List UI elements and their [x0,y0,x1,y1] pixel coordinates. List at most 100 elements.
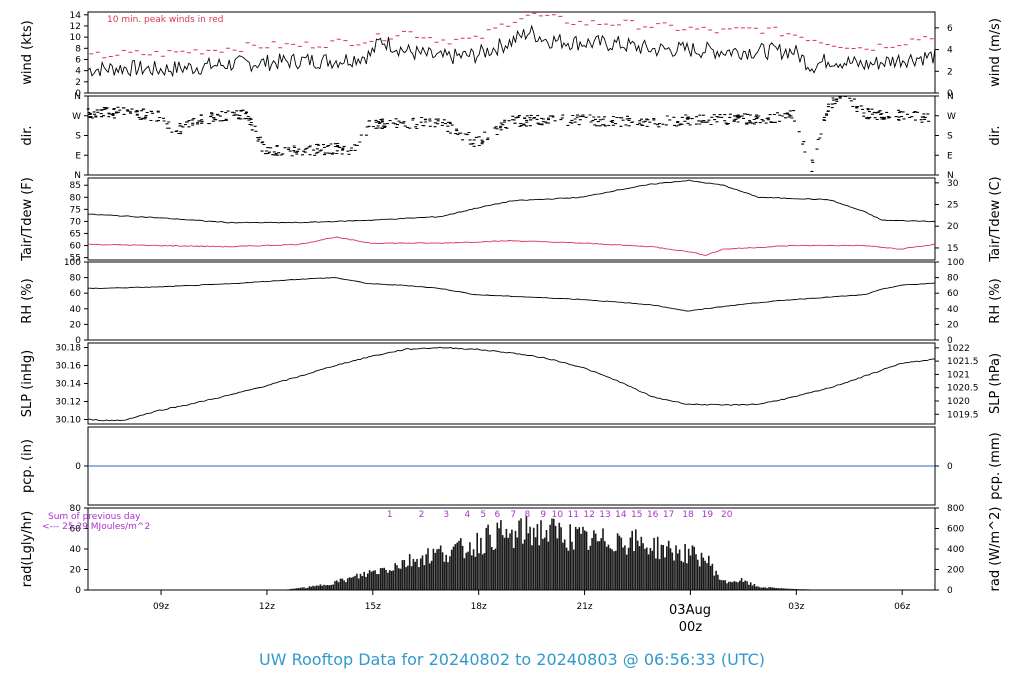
ytick-left-label: 60 [70,525,82,535]
panel-frame [87,95,936,176]
panel-frame [87,342,936,425]
xtick-label: 15z [365,602,381,612]
ytick-right-label: 20 [947,320,959,330]
series-slp [87,346,936,422]
ytick-right-label: 1021 [947,370,970,380]
ytick-left-label: 65 [70,229,81,239]
rad-annotation-2: <--- 25.29 MJoules/m^2 [42,522,150,532]
ytick-right-label: 0 [947,586,953,596]
ytick-right-label: 1020.5 [947,384,979,394]
series-radiation [283,515,829,590]
xtick-label: 12z [259,602,275,612]
ytick-right-label: 600 [947,525,964,535]
hour-label: 9 [540,510,546,520]
ylabel-left: RH (%) [20,278,35,323]
hour-label: 20 [721,510,733,520]
ytick-right-label: 40 [947,305,959,315]
hour-label: 2 [419,510,425,520]
ytick-left-label: 30.10 [55,416,81,426]
hour-label: 13 [599,510,610,520]
ytick-left-label: 80 [70,193,82,203]
hour-label: 4 [465,510,471,520]
ylabel-right: SLP (hPa) [988,353,1003,414]
panel-frame [87,261,936,341]
hour-label: 1 [387,510,393,520]
panel-rad: rad(Lgly/hr) rad (W/m^2)02040608002004006… [20,504,1003,596]
ytick-left-label: 0 [75,89,81,99]
ytick-right-label: 1021.5 [947,357,979,367]
hour-label: 8 [525,510,531,520]
ytick-left-label: 4 [75,67,81,77]
ytick-left-label: W [72,112,81,122]
ytick-left-label: N [74,92,81,102]
series-rh [88,277,936,312]
hour-label: 15 [631,510,642,520]
panel-rh: RH (%) RH (%) 0 20 40 60 80 100 0 20 40 60 80 100 [20,258,1003,346]
ytick-left-label: 20 [70,320,82,330]
ytick-left-label: 20 [70,566,82,576]
ytick-right-label: W [947,112,956,122]
ylabel-left: dir. [20,125,35,145]
ytick-left-label: 30.12 [55,398,81,408]
ylabel-right: pcp. (mm) [988,432,1003,499]
ytick-left-label: E [75,151,81,161]
ytick-left-label: 10 [70,33,82,43]
ytick-left-label: N [74,171,81,181]
series-tdew [88,236,936,256]
ytick-right-label: 400 [947,545,964,555]
ytick-right-label: N [947,92,954,102]
series-direction [86,95,931,172]
hour-label: 19 [702,510,714,520]
ytick-left-label: S [75,132,81,142]
series-tair [88,179,936,224]
ytick-left-label: 70 [70,217,82,227]
ylabel-right: Tair/Tdew (C) [988,176,1003,262]
ytick-left-label: 100 [64,258,81,268]
ytick-right-label: S [947,132,953,142]
ytick-right-label: 25 [947,201,958,211]
ytick-right-label: E [947,151,953,161]
ytick-right-label: 60 [947,289,959,299]
ytick-right-label: 15 [947,244,958,254]
ytick-right-label: 4 [947,46,953,56]
xtick-label: 03z [788,602,804,612]
ytick-right-label: 0 [947,336,953,346]
ytick-left-label: 30.14 [55,380,81,390]
ylabel-left: SLP (inHg) [20,350,35,418]
ylabel-left: rad(Lgly/hr) [20,511,35,587]
x-axis: 09z 12z 15z 18z 21z 00z 03z 06z [153,590,911,635]
ytick-right-label: 1020 [947,397,970,407]
ylabel-right: wind (m/s) [988,18,1003,87]
hour-label: 5 [480,510,486,520]
ytick-right-label: 20 [947,222,959,232]
ytick-right-label: 100 [947,258,964,268]
ytick-left-label: 55 [70,254,81,264]
ytick-left-label: 80 [70,274,82,284]
ytick-left-label: 0 [75,462,81,472]
hour-label: 18 [682,510,694,520]
xtick-label: 00z [679,620,703,635]
ylabel-left: wind (kts) [20,20,35,84]
panel-frame [87,177,936,261]
panel-pcp: pcp. (in) pcp. (mm) 0 0 [20,426,1003,506]
ytick-left-label: 0 [75,336,81,346]
ylabel-right: dir. [988,125,1003,145]
ytick-left-label: 2 [75,78,81,88]
panel-dir: dir. dir.N NE ES SW WN N [20,92,1003,181]
ytick-right-label: 6 [947,24,953,34]
ytick-left-label: 85 [70,181,81,191]
panel-frame [87,11,936,94]
xtick-label: 21z [576,602,592,612]
ytick-right-label: N [947,171,954,181]
hour-label: 6 [495,510,501,520]
hour-label: 10 [552,510,564,520]
ytick-left-label: 0 [75,586,81,596]
hour-label: 7 [510,510,516,520]
ytick-right-label: 1019.5 [947,410,979,420]
rad-annotation-1: Sum of previous day [48,512,141,522]
ytick-right-label: 800 [947,504,964,514]
ytick-left-label: 80 [70,504,82,514]
ytick-right-label: 80 [947,274,959,284]
